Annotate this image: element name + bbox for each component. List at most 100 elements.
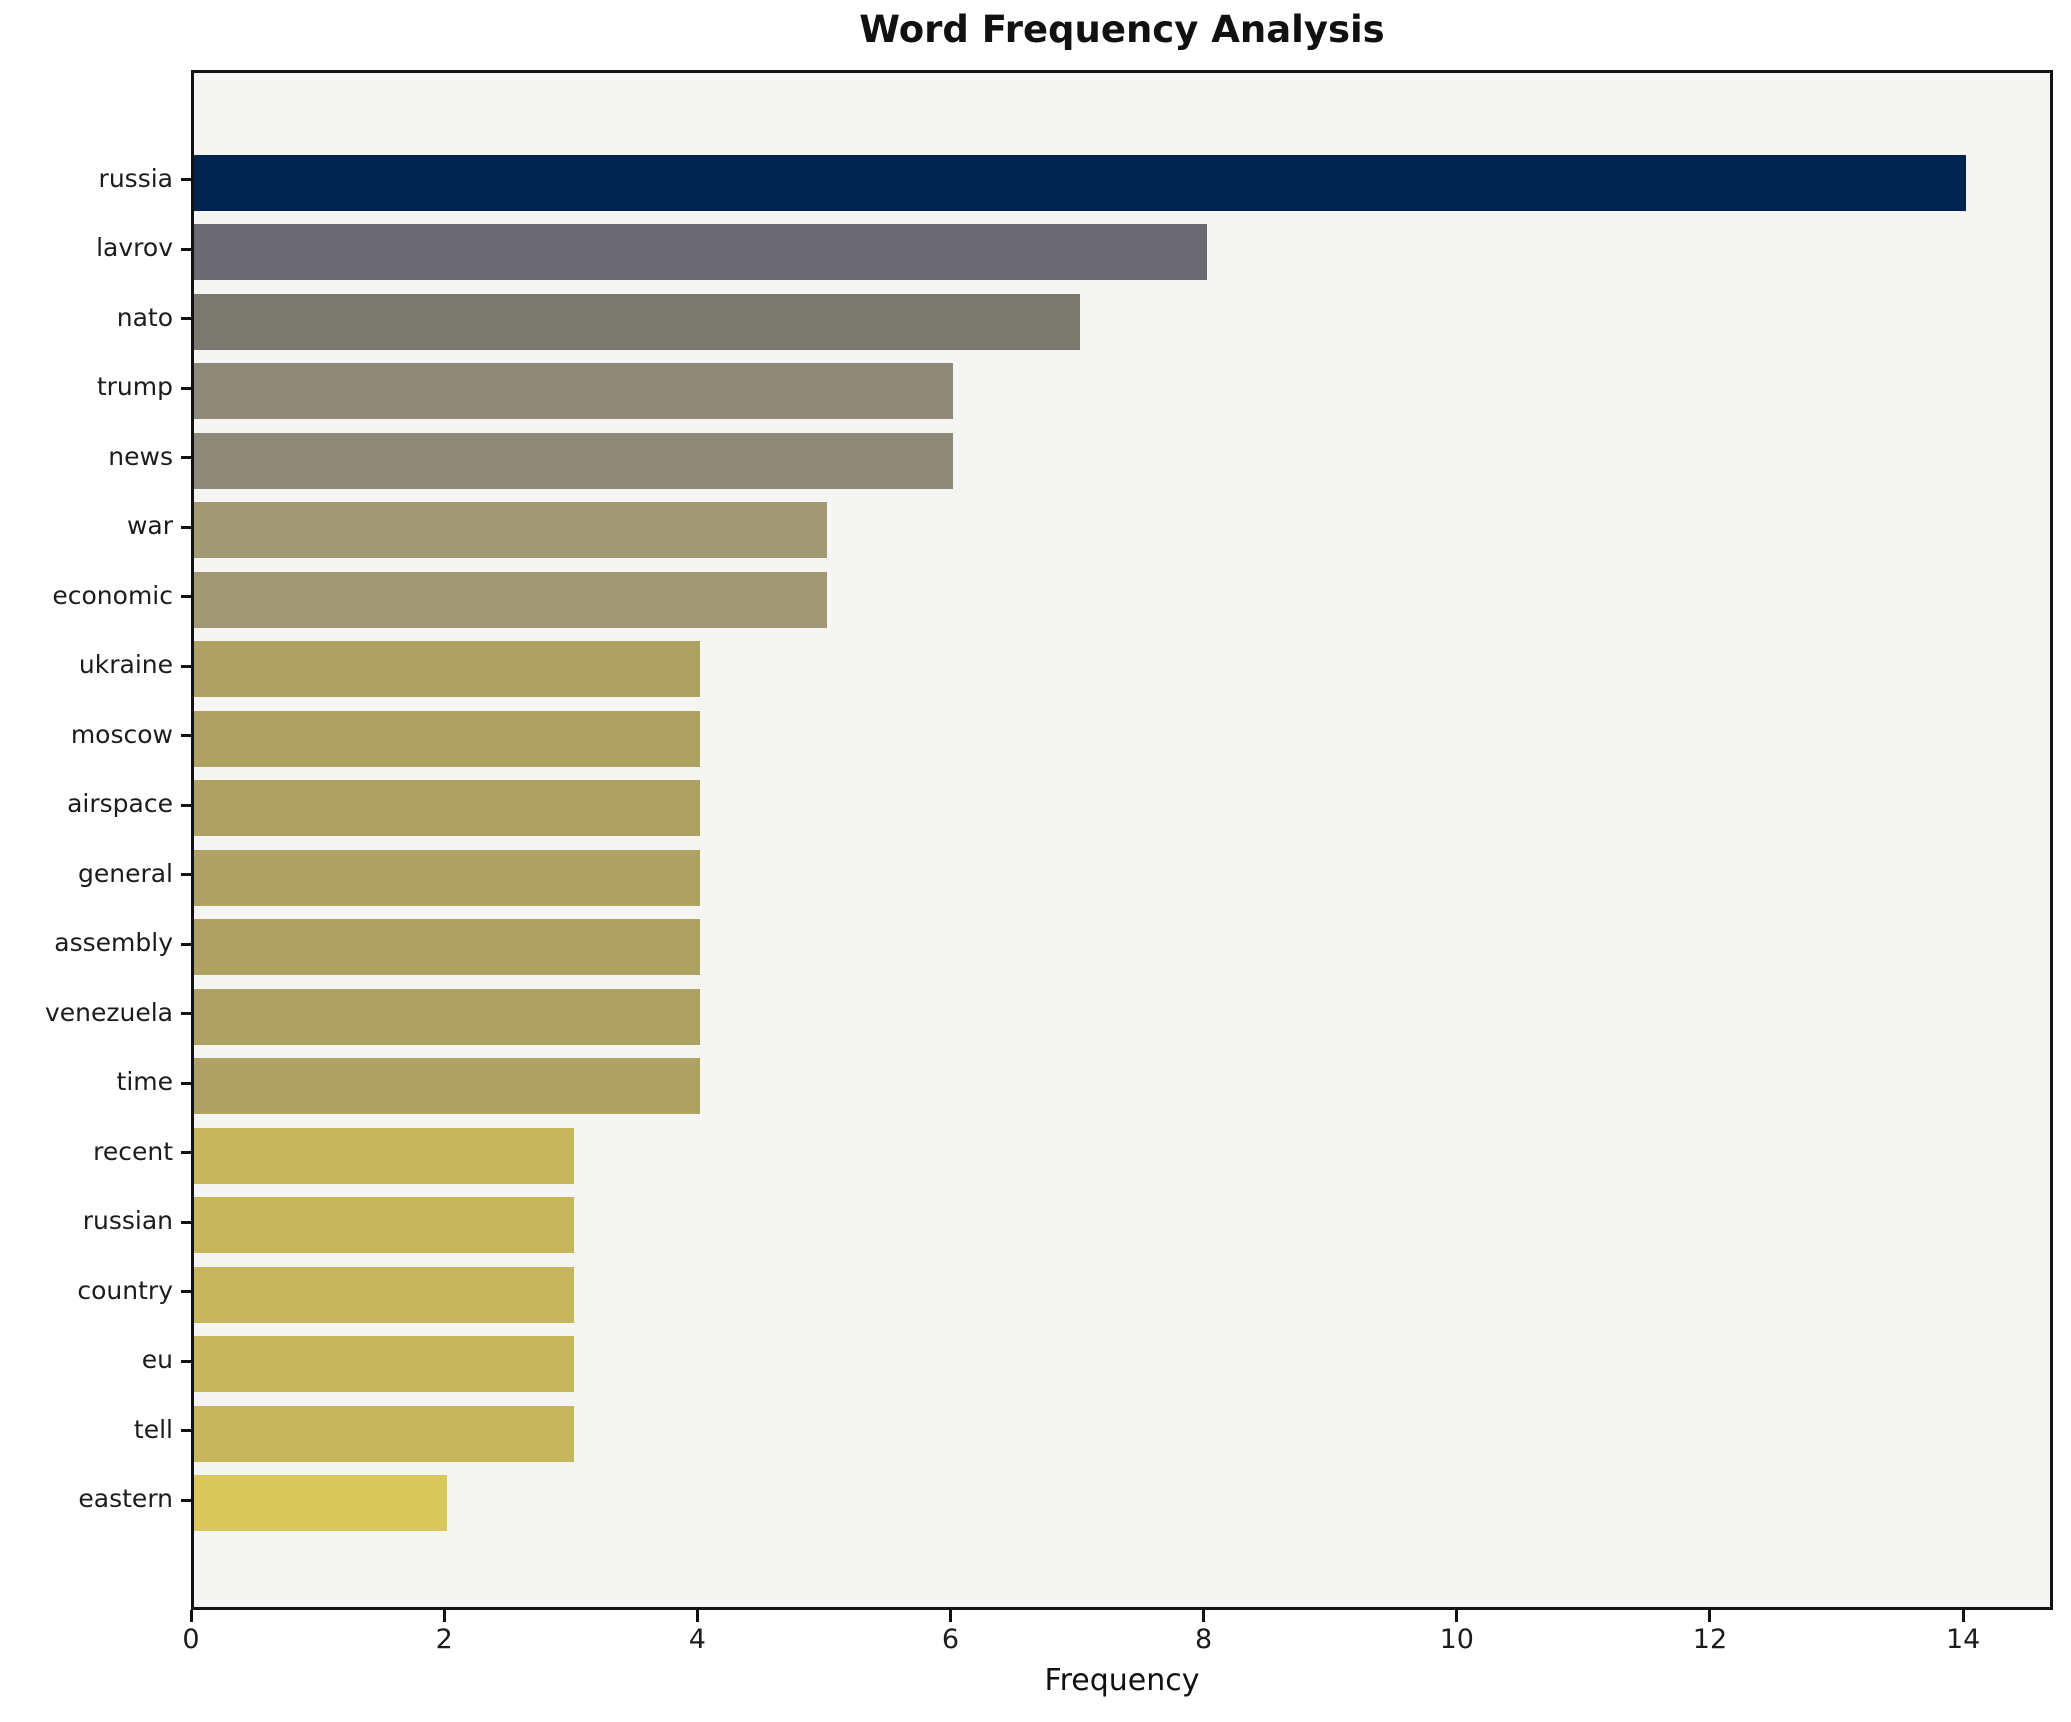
y-axis-label: country (77, 1275, 173, 1305)
bar-row (194, 502, 2056, 559)
y-axis-tick-mark (181, 247, 191, 251)
y-axis-tick-mark (181, 1359, 191, 1363)
x-axis-tick-mark (1455, 1610, 1459, 1622)
bar-row (194, 224, 2056, 281)
y-axis-tick-mark (181, 1220, 191, 1224)
y-axis-label: russian (82, 1206, 173, 1236)
frequency-bar (194, 1336, 574, 1393)
y-axis-label: eu (141, 1345, 173, 1375)
y-axis-label: assembly (54, 928, 173, 958)
frequency-bar (194, 1405, 574, 1462)
x-axis-tick: 4 (688, 1624, 706, 1655)
bar-row (194, 780, 2056, 837)
y-axis-tick-mark (181, 734, 191, 738)
x-axis-tick-mark (1708, 1610, 1712, 1622)
bar-row (194, 988, 2056, 1045)
frequency-bar (194, 988, 701, 1045)
y-axis-tick-mark (181, 1081, 191, 1085)
frequency-bar (194, 1475, 448, 1532)
y-axis-label: general (77, 858, 173, 888)
bar-row (194, 1127, 2056, 1184)
y-axis-label: recent (93, 1136, 173, 1166)
frequency-bar (194, 1197, 574, 1254)
y-axis-tick-mark (181, 1498, 191, 1502)
y-axis-tick-mark (181, 1290, 191, 1294)
x-axis-title: Frequency (1044, 1663, 1200, 1698)
y-axis-label: tell (133, 1414, 173, 1444)
y-axis-label: eastern (78, 1484, 173, 1514)
x-axis-tick: 14 (1945, 1624, 1981, 1655)
y-axis-label: trump (96, 372, 173, 402)
y-axis-tick-mark (181, 1429, 191, 1433)
y-axis-tick-mark (181, 942, 191, 946)
y-axis-tick-mark (181, 803, 191, 807)
y-axis-label: nato (116, 302, 173, 332)
y-axis-label: airspace (67, 789, 173, 819)
y-axis-label: moscow (70, 719, 173, 749)
frequency-bar (194, 1058, 701, 1115)
frequency-bar (194, 154, 1967, 211)
y-axis-tick-mark (181, 525, 191, 529)
frequency-bar (194, 224, 1207, 281)
bar-row (194, 1405, 2056, 1462)
y-axis-tick-mark (181, 595, 191, 599)
bar-row (194, 1336, 2056, 1393)
frequency-bar (194, 641, 701, 698)
bar-row (194, 641, 2056, 698)
bar-row (194, 1475, 2056, 1532)
y-axis-tick-mark (181, 1012, 191, 1016)
bar-row (194, 1197, 2056, 1254)
y-axis-tick-mark (181, 1151, 191, 1155)
x-axis-tick: 10 (1439, 1624, 1474, 1655)
x-axis-tick-mark (695, 1610, 699, 1622)
x-axis-tick-mark (948, 1610, 952, 1622)
x-axis-tick: 12 (1692, 1624, 1728, 1655)
frequency-bar (194, 1127, 574, 1184)
x-axis-tick: 6 (941, 1624, 960, 1655)
x-axis-tick-mark (442, 1610, 446, 1622)
y-axis-label: news (108, 441, 173, 471)
bar-row (194, 1058, 2056, 1115)
bar-row (194, 293, 2056, 350)
frequency-bar (194, 849, 701, 906)
frequency-bar (194, 710, 701, 767)
bar-row (194, 919, 2056, 976)
chart-title: Word Frequency Analysis (859, 8, 1385, 51)
x-axis-tick: 0 (182, 1624, 200, 1655)
x-axis-tick: 2 (435, 1624, 453, 1655)
y-axis-tick-mark (181, 664, 191, 668)
frequency-bar (194, 919, 701, 976)
plot-area (191, 70, 2053, 1610)
y-axis-tick-mark (181, 178, 191, 182)
y-axis-tick-mark (181, 317, 191, 321)
y-axis-label: russia (98, 163, 173, 193)
bar-row (194, 849, 2056, 906)
bar-row (194, 571, 2056, 628)
frequency-bar (194, 502, 827, 559)
frequency-bar (194, 1266, 574, 1323)
x-axis-tick-mark (1202, 1610, 1206, 1622)
bar-row (194, 1266, 2056, 1323)
frequency-bar (194, 571, 827, 628)
y-axis-label: ukraine (78, 650, 173, 680)
frequency-bar (194, 780, 701, 837)
frequency-bar (194, 293, 1081, 350)
y-axis-tick-mark (181, 386, 191, 390)
frequency-bar (194, 363, 954, 420)
y-axis-tick-mark (181, 873, 191, 877)
y-axis-label: time (116, 1067, 173, 1097)
y-axis-label: lavrov (96, 233, 173, 263)
x-axis-tick-mark (1961, 1610, 1965, 1622)
x-axis-tick: 8 (1195, 1624, 1213, 1655)
bar-row (194, 710, 2056, 767)
y-axis-tick-mark (181, 456, 191, 460)
x-axis-tick-mark (189, 1610, 193, 1622)
y-axis-label: war (126, 511, 173, 541)
bar-row (194, 363, 2056, 420)
bar-row (194, 154, 2056, 211)
frequency-bar (194, 432, 954, 489)
y-axis-label: economic (52, 580, 173, 610)
y-axis-label: venezuela (44, 997, 173, 1027)
bar-row (194, 432, 2056, 489)
